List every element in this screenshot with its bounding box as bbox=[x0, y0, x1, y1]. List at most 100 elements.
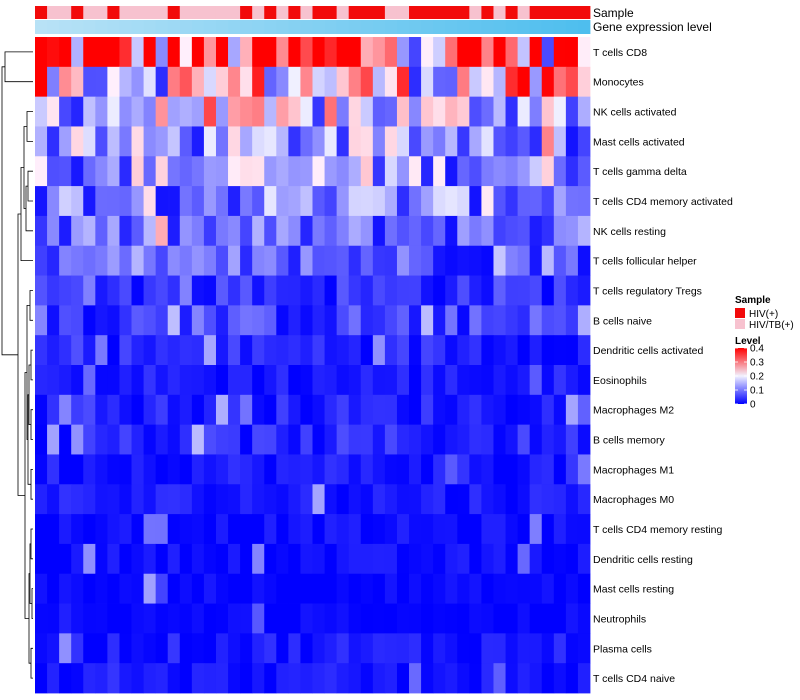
heatmap-cell bbox=[493, 663, 506, 694]
heatmap-cell bbox=[300, 335, 313, 366]
heatmap-cell bbox=[179, 126, 193, 157]
expression-annotation-cell bbox=[179, 20, 193, 34]
heatmap-cell bbox=[529, 96, 543, 127]
heatmap-cell bbox=[276, 96, 289, 127]
heatmap-cell bbox=[71, 245, 84, 276]
heatmap-cell bbox=[143, 305, 157, 336]
expression-annotation-cell bbox=[493, 20, 506, 34]
heatmap-cell bbox=[541, 126, 555, 157]
heatmap-cell bbox=[396, 126, 410, 157]
heatmap-cell bbox=[457, 126, 470, 157]
heatmap-cell bbox=[107, 186, 120, 217]
heatmap-cell bbox=[71, 633, 84, 664]
heatmap-cell bbox=[47, 454, 60, 485]
heatmap-cell bbox=[493, 186, 506, 217]
heatmap-cell bbox=[191, 305, 205, 336]
heatmap-cell bbox=[95, 37, 108, 68]
heatmap-cell bbox=[360, 663, 374, 694]
sample-legend: Sample HIV(+) HIV/TB(+) bbox=[735, 295, 794, 331]
heatmap-cell bbox=[203, 37, 217, 68]
heatmap-cell bbox=[264, 365, 277, 396]
heatmap-cell bbox=[409, 37, 422, 68]
heatmap-cell bbox=[264, 245, 277, 276]
heatmap-cell bbox=[83, 424, 96, 455]
heatmap-cell bbox=[541, 365, 555, 396]
heatmap-cell bbox=[505, 454, 519, 485]
heatmap-cell bbox=[517, 335, 531, 366]
heatmap-cell bbox=[107, 245, 120, 276]
heatmap-cell bbox=[384, 305, 398, 336]
heatmap-cell bbox=[300, 573, 313, 604]
heatmap-cell bbox=[541, 543, 555, 575]
heatmap-cell bbox=[481, 126, 494, 157]
heatmap-cell bbox=[191, 454, 205, 485]
heatmap-cell bbox=[300, 245, 313, 276]
heatmap-cell bbox=[300, 484, 313, 515]
heatmap-cell bbox=[360, 156, 374, 187]
heatmap-cell bbox=[372, 484, 386, 515]
heatmap-cell bbox=[167, 245, 181, 276]
heatmap-cell bbox=[565, 305, 579, 336]
expression-annotation-cell bbox=[433, 20, 446, 34]
heatmap-cell bbox=[215, 96, 229, 127]
heatmap-cell bbox=[433, 514, 446, 545]
heatmap-cell bbox=[360, 454, 374, 485]
heatmap-cell bbox=[264, 514, 277, 545]
heatmap-cell bbox=[553, 454, 567, 485]
heatmap-cell bbox=[143, 603, 157, 634]
heatmap-cell bbox=[457, 245, 470, 276]
heatmap-cell bbox=[240, 543, 253, 575]
heatmap-cell bbox=[577, 663, 591, 694]
heatmap-cell bbox=[433, 633, 446, 664]
row-label: T cells CD4 naive bbox=[593, 673, 675, 685]
heatmap-cell bbox=[565, 424, 579, 455]
heatmap-cell bbox=[577, 96, 591, 127]
heatmap-cell bbox=[348, 573, 362, 604]
heatmap-cell bbox=[457, 424, 470, 455]
heatmap-cell bbox=[191, 37, 205, 68]
heatmap-cell bbox=[396, 424, 410, 455]
heatmap-cell bbox=[179, 156, 193, 187]
heatmap-cell bbox=[276, 365, 289, 396]
expression-annotation-cell bbox=[119, 20, 132, 34]
heatmap-cell bbox=[348, 424, 362, 455]
heatmap-cell bbox=[493, 454, 506, 485]
sample-annotation-cell bbox=[553, 6, 567, 19]
heatmap-cell bbox=[59, 96, 72, 127]
heatmap-cell bbox=[276, 484, 289, 515]
heatmap-cell bbox=[553, 335, 567, 366]
heatmap-cell bbox=[203, 186, 217, 217]
heatmap-cell bbox=[553, 245, 567, 276]
heatmap-cell bbox=[35, 305, 48, 336]
heatmap-cell bbox=[240, 66, 253, 98]
sample-annotation-cell bbox=[59, 6, 72, 19]
heatmap-cell bbox=[155, 245, 169, 276]
sample-annotation-cell bbox=[167, 6, 181, 19]
heatmap-cell bbox=[541, 245, 555, 276]
heatmap-cell bbox=[433, 126, 446, 157]
heatmap-cell bbox=[179, 335, 193, 366]
heatmap-cell bbox=[409, 66, 422, 98]
sample-annotation-cell bbox=[529, 6, 543, 19]
heatmap-cell bbox=[541, 573, 555, 604]
heatmap-cell bbox=[71, 514, 84, 545]
dendrogram-branch bbox=[30, 409, 33, 440]
heatmap-cell bbox=[143, 573, 157, 604]
heatmap-cell bbox=[47, 245, 60, 276]
heatmap-cell bbox=[35, 514, 48, 545]
heatmap-cell bbox=[167, 365, 181, 396]
heatmap-cell bbox=[288, 573, 301, 604]
heatmap-cell bbox=[409, 663, 422, 694]
heatmap-cell bbox=[228, 514, 241, 545]
heatmap-cell bbox=[203, 156, 217, 187]
heatmap-cell bbox=[324, 514, 338, 545]
row-label: Macrophages M1 bbox=[593, 464, 674, 476]
heatmap-cell bbox=[155, 37, 169, 68]
heatmap-cell bbox=[384, 126, 398, 157]
heatmap-cell bbox=[517, 663, 531, 694]
sample-annotation-cell bbox=[300, 6, 313, 19]
heatmap-cell bbox=[203, 663, 217, 694]
heatmap-cell bbox=[167, 573, 181, 604]
heatmap-cell bbox=[107, 156, 120, 187]
heatmap-cell bbox=[264, 335, 277, 366]
